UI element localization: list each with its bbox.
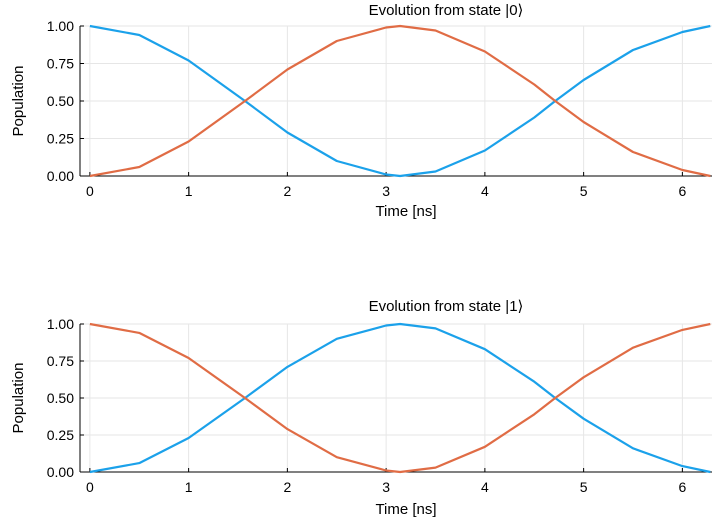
bottom-x-tick-label: 3 xyxy=(382,479,390,495)
bottom-y-tick-label: 0.75 xyxy=(47,353,74,369)
bottom-series-2-line xyxy=(89,322,711,474)
bottom-y-axis-label: Population xyxy=(10,363,27,434)
bottom-x-tick-label: 0 xyxy=(86,479,94,495)
top-y-tick-label: 0.50 xyxy=(47,93,74,109)
top-series-2-line xyxy=(89,24,711,178)
top-y-tick-label: 0.00 xyxy=(47,168,74,184)
top-y-tick-label: 0.75 xyxy=(47,56,74,72)
top-x-tick-label: 1 xyxy=(185,183,193,199)
top-x-tick-label: 4 xyxy=(481,183,489,199)
top-x-tick-label: 2 xyxy=(283,183,291,199)
top-plot-panel: 0 1 2 3 4 5 6 0.00 0.25 0.50 0.75 1.00 Evolution fro… xyxy=(10,2,712,220)
bottom-y-tick-label: 0.25 xyxy=(47,427,74,443)
bottom-x-tick-label: 6 xyxy=(678,479,686,495)
bottom-chart-title: Evolution from state |1⟩ xyxy=(369,298,524,315)
bottom-y-tick-label: 0.00 xyxy=(47,464,74,480)
bottom-y-tick-label: 1.00 xyxy=(47,316,74,332)
top-y-tick-label: 1.00 xyxy=(47,18,74,34)
bottom-x-axis-label: Time [ns] xyxy=(375,501,436,518)
bottom-x-tick-label: 4 xyxy=(481,479,489,495)
top-y-tick-label: 0.25 xyxy=(47,131,74,147)
top-x-tick-label: 5 xyxy=(580,183,588,199)
top-x-tick-label: 6 xyxy=(678,183,686,199)
top-x-axis-label: Time [ns] xyxy=(375,203,436,220)
top-chart-title: Evolution from state |0⟩ xyxy=(369,2,524,19)
bottom-x-tick-label: 1 xyxy=(185,479,193,495)
top-x-tick-label: 3 xyxy=(382,183,390,199)
bottom-y-tick-label: 0.50 xyxy=(47,390,74,406)
top-series-1-line xyxy=(89,24,711,178)
bottom-plot-panel: 0 1 2 3 4 5 6 0.00 0.25 0.50 0.75 1.00 Evolution fro… xyxy=(10,298,712,518)
top-y-axis-label: Population xyxy=(10,66,27,137)
bottom-series-1-line xyxy=(89,322,711,474)
bottom-x-tick-label: 5 xyxy=(580,479,588,495)
bottom-x-tick-label: 2 xyxy=(283,479,291,495)
top-x-tick-label: 0 xyxy=(86,183,94,199)
